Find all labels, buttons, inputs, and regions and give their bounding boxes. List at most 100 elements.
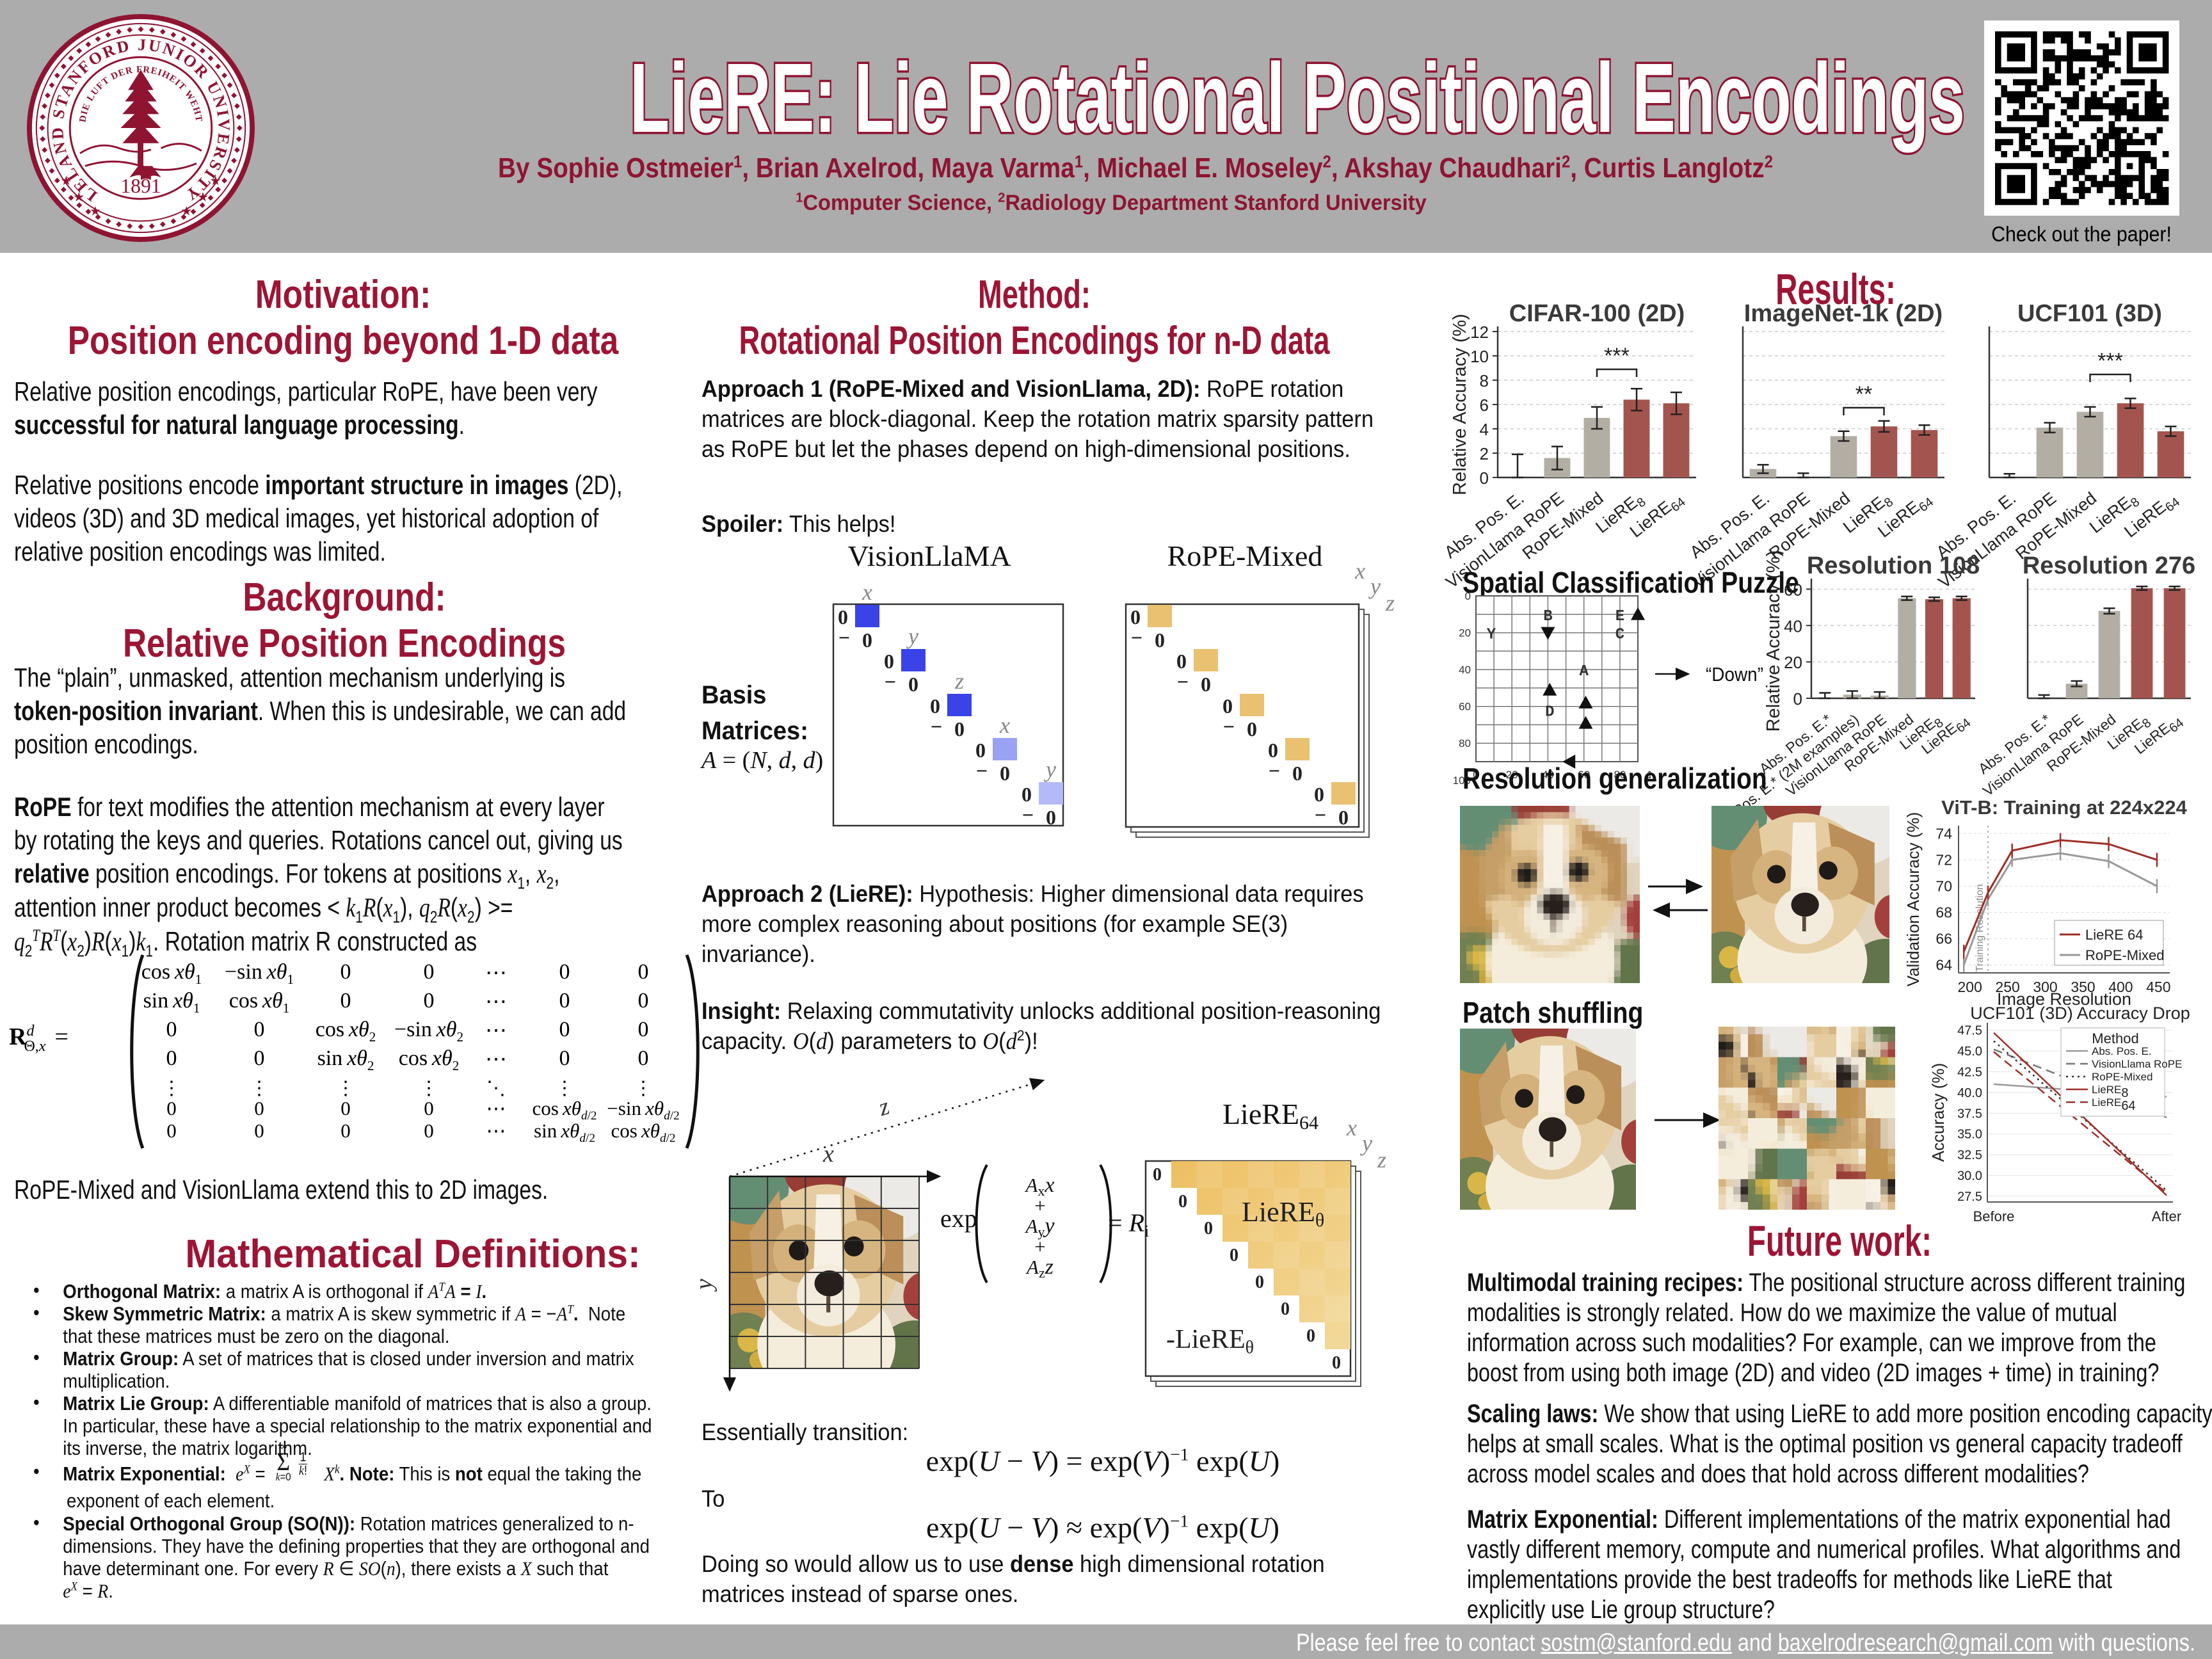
svg-text:20: 20 xyxy=(1784,653,1802,672)
svg-text:z: z xyxy=(1385,590,1395,616)
svg-text:100: 100 xyxy=(1647,769,1651,781)
svg-text:UCF101 (3D) Accuracy Drop: UCF101 (3D) Accuracy Drop xyxy=(1970,1004,2190,1023)
svg-text:2: 2 xyxy=(1480,444,1489,463)
svg-text:★: ★ xyxy=(197,191,209,205)
svg-text:0: 0 xyxy=(930,694,940,717)
svg-text:−: − xyxy=(885,670,896,693)
svg-text:−: − xyxy=(931,715,942,738)
svg-text:LieRE 64: LieRE 64 xyxy=(2085,927,2144,943)
svg-text:4: 4 xyxy=(1480,420,1489,439)
svg-text:0: 0 xyxy=(884,650,894,673)
svg-text:Training Resolution: Training Resolution xyxy=(1975,884,1985,972)
svg-text:400: 400 xyxy=(2108,979,2133,995)
svg-text:20: 20 xyxy=(1506,769,1518,781)
svg-text:12: 12 xyxy=(1470,323,1489,342)
svg-text:0: 0 xyxy=(1230,1246,1238,1265)
svg-text:0: 0 xyxy=(1793,689,1802,709)
svg-text:Relative Accuracy (%): Relative Accuracy (%) xyxy=(1450,314,1470,495)
svg-text:−: − xyxy=(1315,803,1326,826)
svg-text:37.5: 37.5 xyxy=(1957,1107,1982,1121)
svg-text:0: 0 xyxy=(975,739,986,762)
svg-text:30.0: 30.0 xyxy=(1957,1169,1982,1183)
svg-text:80: 80 xyxy=(1614,769,1626,781)
svg-text:1891: 1891 xyxy=(120,175,161,197)
svg-text:20: 20 xyxy=(1459,627,1471,639)
svg-text:350: 350 xyxy=(2071,979,2095,995)
svg-text:Resolution 108: Resolution 108 xyxy=(1807,552,1980,579)
svg-text:exp: exp xyxy=(940,1204,977,1233)
svg-text:RoPE-Mixed: RoPE-Mixed xyxy=(2085,947,2164,963)
svg-text:200: 200 xyxy=(1958,979,1982,995)
svg-text:RoPE-Mixed: RoPE-Mixed xyxy=(2092,1071,2152,1083)
svg-text:8: 8 xyxy=(1480,371,1489,390)
svg-text:60: 60 xyxy=(1784,581,1802,600)
svg-text:LieRE64: LieRE64 xyxy=(2120,488,2183,544)
svg-text:“Down”: “Down” xyxy=(1706,663,1763,685)
svg-text:C: C xyxy=(1615,627,1624,644)
svg-text:y: y xyxy=(698,1279,717,1292)
svg-text:y: y xyxy=(1368,573,1381,599)
svg-text:80: 80 xyxy=(1459,737,1471,749)
svg-text:450: 450 xyxy=(2146,979,2170,995)
svg-text:0: 0 xyxy=(838,605,848,629)
svg-text:0: 0 xyxy=(1480,469,1489,488)
svg-text:300: 300 xyxy=(2033,979,2057,995)
svg-text:x: x xyxy=(1354,559,1365,584)
svg-text:−: − xyxy=(838,626,850,649)
svg-text:40: 40 xyxy=(1459,664,1471,676)
svg-text:0: 0 xyxy=(1306,1326,1315,1346)
svg-text:70: 70 xyxy=(1936,878,1952,895)
svg-text:UCF101 (3D): UCF101 (3D) xyxy=(2017,300,2162,327)
svg-text:0: 0 xyxy=(1000,762,1010,785)
svg-text:0: 0 xyxy=(1130,605,1141,629)
svg-text:64: 64 xyxy=(1936,957,1952,974)
svg-text:−: − xyxy=(976,759,988,782)
svg-text:−: − xyxy=(1223,715,1235,738)
svg-text:y: y xyxy=(1044,757,1056,782)
svg-text:0: 0 xyxy=(954,717,965,741)
svg-text:Validation Accuracy (%): Validation Accuracy (%) xyxy=(1903,812,1923,987)
svg-text:0: 0 xyxy=(1292,762,1302,785)
svg-text:35.0: 35.0 xyxy=(1957,1128,1982,1142)
svg-text:E: E xyxy=(1615,608,1624,625)
svg-text:***: *** xyxy=(1604,344,1630,368)
svg-text:B: B xyxy=(1543,608,1552,625)
svg-text:**: ** xyxy=(1855,382,1872,406)
svg-text:+: + xyxy=(1034,1235,1045,1258)
svg-text:***: *** xyxy=(2097,349,2123,373)
svg-text:0: 0 xyxy=(1178,1192,1187,1212)
svg-text:−: − xyxy=(1022,803,1034,826)
svg-text:40.0: 40.0 xyxy=(1957,1086,1982,1100)
svg-text:72: 72 xyxy=(1936,851,1952,868)
svg-text:60: 60 xyxy=(1578,769,1590,781)
svg-text:6: 6 xyxy=(1480,396,1489,415)
svg-text:−: − xyxy=(1131,626,1142,649)
svg-text:Relative Accuracy (%): Relative Accuracy (%) xyxy=(1763,550,1784,732)
svg-text:0: 0 xyxy=(1473,769,1479,781)
svg-text:−: − xyxy=(1177,670,1189,693)
svg-text:42.5: 42.5 xyxy=(1957,1066,1982,1080)
svg-text:Axx: Axx xyxy=(1024,1173,1054,1199)
svg-text:Abs. Pos. E.: Abs. Pos. E. xyxy=(2092,1045,2152,1057)
svg-text:0: 0 xyxy=(1281,1299,1290,1319)
svg-text:★: ★ xyxy=(180,204,192,218)
svg-text:-LieREθ: -LieREθ xyxy=(1166,1325,1254,1358)
svg-text:0: 0 xyxy=(908,673,918,696)
svg-text:0: 0 xyxy=(1465,590,1471,602)
svg-text:27.5: 27.5 xyxy=(1957,1190,1982,1204)
svg-text:CIFAR-100 (2D): CIFAR-100 (2D) xyxy=(1509,300,1685,327)
svg-text:z: z xyxy=(954,668,964,694)
svg-text:Azz: Azz xyxy=(1025,1255,1054,1281)
svg-text:Image Resolution: Image Resolution xyxy=(1997,990,2131,1009)
svg-text:D: D xyxy=(1545,703,1554,721)
svg-text:Method: Method xyxy=(2092,1030,2138,1046)
svg-text:47.5: 47.5 xyxy=(1957,1024,1982,1038)
svg-text:★: ★ xyxy=(60,174,72,188)
svg-text:★: ★ xyxy=(90,204,101,218)
svg-text:0: 0 xyxy=(1222,694,1233,717)
svg-text:0: 0 xyxy=(1046,806,1056,829)
svg-text:0: 0 xyxy=(862,629,872,652)
svg-text:0: 0 xyxy=(1176,650,1187,673)
svg-text:10: 10 xyxy=(1470,347,1489,366)
svg-text:−: − xyxy=(1269,759,1280,782)
